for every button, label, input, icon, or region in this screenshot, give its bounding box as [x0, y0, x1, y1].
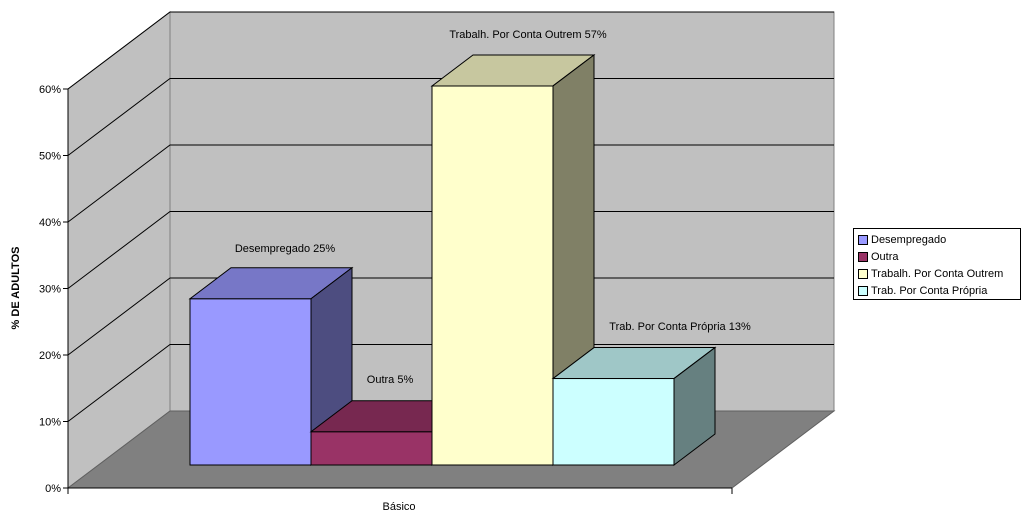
- bar-desempregado-front: [189, 298, 312, 466]
- y-tick-label: 30%: [39, 284, 61, 296]
- x-category-label: Básico: [382, 501, 415, 513]
- legend-label-desempregado: Desempregado: [871, 233, 947, 246]
- bars: [188, 53, 717, 467]
- y-tick-label: 20%: [39, 350, 61, 362]
- legend-swatch-outra: [858, 251, 868, 262]
- gridline: [67, 344, 834, 422]
- y-tick-label: 50%: [39, 151, 61, 163]
- gridline: [67, 144, 834, 223]
- y-axis-title: % DE ADULTOS: [10, 247, 22, 330]
- y-tick-label: 40%: [39, 217, 61, 229]
- legend-item-desempregado: Desempregado: [858, 231, 1016, 248]
- legend-swatch-desempregado: [858, 234, 868, 245]
- legend-item-trabalh-outrem: Trabalh. Por Conta Outrem: [858, 265, 1016, 282]
- gridline: [67, 211, 834, 289]
- bar-trab-por-conta-pr-pria: [551, 346, 717, 467]
- gridline: [67, 277, 834, 356]
- bar-trabalh-por-conta-outrem-front: [431, 85, 554, 466]
- data-label: Outra 5%: [367, 374, 414, 386]
- legend: Desempregado Outra Trabalh. Por Conta Ou…: [853, 228, 1021, 300]
- legend-swatch-trab-propria: [858, 285, 868, 296]
- legend-label-outra: Outra: [871, 250, 899, 263]
- legend-label-trabalh-outrem: Trabalh. Por Conta Outrem: [871, 267, 1004, 280]
- data-labels: Desempregado 25% Outra 5% Trabalh. Por Con…: [235, 29, 751, 386]
- gridline: [67, 78, 834, 156]
- legend-label-trab-propria: Trab. Por Conta Própria: [871, 284, 988, 297]
- legend-item-trab-propria: Trab. Por Conta Própria: [858, 282, 1016, 299]
- y-tick-label: 60%: [39, 84, 61, 96]
- bar-trab-por-conta-pr-pria-side: [673, 346, 716, 467]
- axes: 0% 10% 20% 30% 40% 50% 60%: [39, 84, 733, 495]
- gridline: [67, 11, 834, 90]
- data-label: Trabalh. Por Conta Outrem 57%: [449, 29, 607, 41]
- bar-trab-por-conta-pr-pria-front: [552, 378, 675, 466]
- data-label: Desempregado 25%: [235, 243, 336, 255]
- legend-swatch-trabalh-outrem: [858, 268, 868, 279]
- y-tick-label: 0%: [45, 483, 61, 495]
- y-tick-label: 10%: [39, 417, 61, 429]
- gridlines: [67, 11, 834, 422]
- bar-outra-front: [310, 431, 433, 466]
- data-label: Trab. Por Conta Própria 13%: [609, 321, 751, 333]
- legend-item-outra: Outra: [858, 248, 1016, 265]
